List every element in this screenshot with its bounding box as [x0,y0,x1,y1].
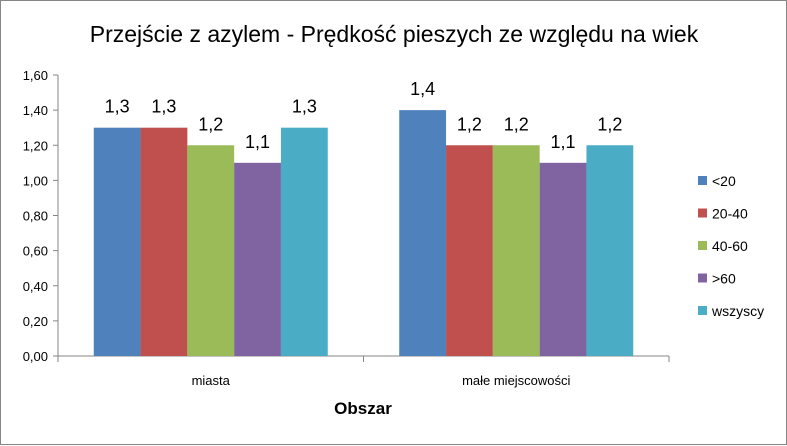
y-tick-label: 0,60 [23,244,48,259]
y-tick-label: 1,00 [23,173,48,188]
y-tick-label: 1,40 [23,103,48,118]
bar [539,162,587,356]
data-label: 1,2 [198,114,223,134]
y-tick-label: 0,80 [23,209,48,224]
legend-swatch [698,241,707,250]
bar [187,145,235,356]
bar [492,145,540,356]
bar [93,127,141,356]
bar [140,127,188,356]
data-label: 1,2 [457,114,482,134]
data-labels: 1,3 1,3 1,2 1,1 1,3 1,4 1,2 1,2 1,1 1,2 [105,79,623,152]
y-tick-label: 1,20 [23,138,48,153]
legend-swatch [698,176,707,185]
bar [399,110,447,356]
data-label: 1,2 [504,114,529,134]
bar [446,145,493,356]
x-tick-label: miasta [192,373,231,388]
legend-swatch [698,273,707,283]
y-axis: 0,00 0,20 0,40 0,60 0,80 1,00 1,20 1,40 1,60 [23,68,59,364]
y-tick-label: 0,00 [23,349,48,364]
data-label: 1,3 [105,97,130,117]
y-tick-label: 0,20 [23,314,48,329]
bars [93,110,634,356]
legend-swatch [698,306,707,315]
y-tick-label: 0,40 [23,279,48,294]
data-label: 1,1 [551,132,576,152]
y-tick-label: 1,60 [23,68,48,83]
legend-label: 40-60 [712,238,748,254]
data-label: 1,4 [410,79,435,99]
legend: <20 20-40 40-60 >60 wszyscy [698,173,764,319]
data-label: 1,2 [597,114,622,134]
data-label: 1,3 [292,97,317,117]
data-label: 1,3 [151,97,176,117]
bar [280,127,328,356]
legend-label: >60 [712,271,736,287]
chart-title: Przejście z azylem - Prędkość pieszych z… [90,21,699,47]
legend-label: wszyscy [711,303,764,319]
bar [234,162,281,356]
legend-swatch [698,208,707,218]
x-tick-label: małe miejscowości [462,373,570,388]
bar [586,145,634,356]
data-label: 1,1 [245,132,270,152]
x-axis: miasta małe miejscowości [57,355,670,388]
legend-label: 20-40 [712,206,748,222]
x-axis-title: Obszar [334,399,392,418]
legend-label: <20 [712,173,736,189]
